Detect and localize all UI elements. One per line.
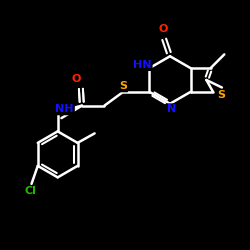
Text: N: N [166, 104, 176, 114]
Text: HN: HN [133, 60, 152, 70]
Text: S: S [217, 90, 225, 100]
Text: S: S [119, 82, 127, 91]
Text: NH: NH [56, 104, 74, 115]
Text: O: O [158, 24, 168, 34]
Text: Cl: Cl [24, 186, 36, 196]
Text: O: O [72, 74, 81, 84]
